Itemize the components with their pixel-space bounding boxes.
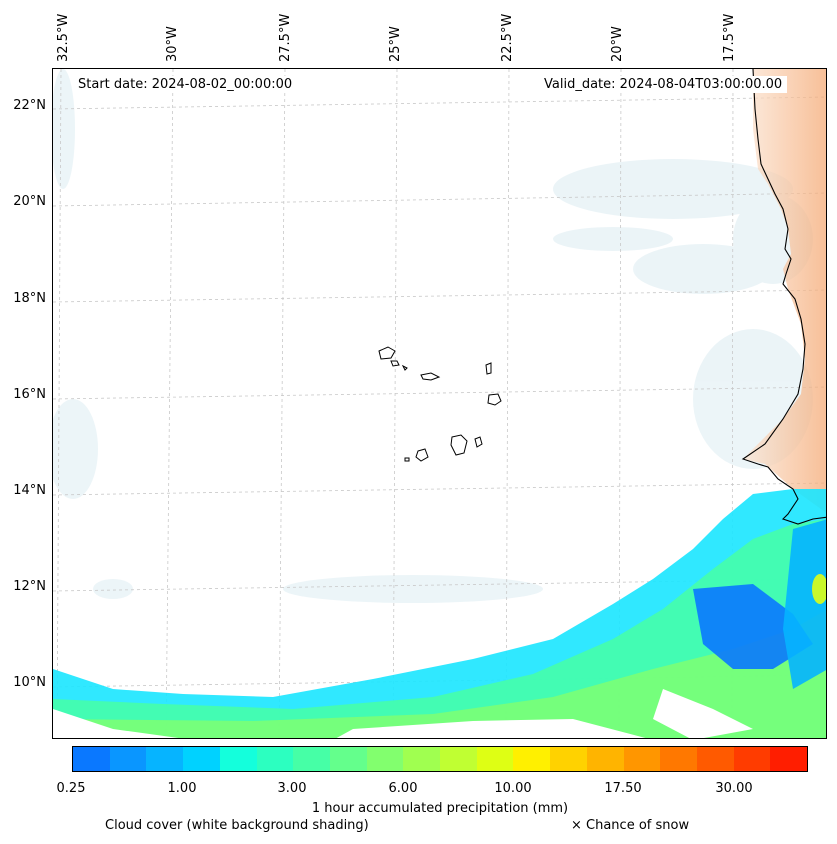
colorbar-tick-0-25: 0.25 bbox=[56, 781, 86, 796]
colorbar-swatch bbox=[440, 747, 477, 771]
colorbar-tick-30-00: 30.00 bbox=[715, 781, 753, 796]
lat-label-10n: 10°N bbox=[13, 675, 46, 690]
lon-label-20w: 20°W bbox=[610, 26, 625, 62]
colorbar-swatch bbox=[733, 747, 771, 771]
colorbar-swatch bbox=[293, 747, 330, 771]
colorbar-swatch bbox=[403, 747, 441, 771]
colorbar-swatch bbox=[146, 747, 184, 771]
colorbar-swatch bbox=[696, 747, 734, 771]
colorbar-tick-3-00: 3.00 bbox=[277, 781, 307, 796]
colorbar-tick-1-00: 1.00 bbox=[167, 781, 197, 796]
snow-legend: × Chance of snow bbox=[571, 818, 690, 833]
precipitation-field bbox=[53, 489, 826, 738]
colorbar-swatch bbox=[586, 747, 624, 771]
colorbar-tick-17-50: 17.50 bbox=[604, 781, 642, 796]
lat-label-22n: 22°N bbox=[13, 98, 46, 113]
colorbar-swatch bbox=[329, 747, 367, 771]
africa-land-shading bbox=[743, 69, 826, 513]
cloud-cover-shading bbox=[53, 69, 813, 603]
lat-label-14n: 14°N bbox=[13, 483, 46, 498]
africa-coastline bbox=[741, 69, 826, 525]
colorbar-title: 1 hour accumulated precipitation (mm) bbox=[311, 801, 569, 816]
colorbar-swatch bbox=[219, 747, 257, 771]
colorbar-swatch bbox=[73, 747, 110, 771]
map-panel bbox=[52, 68, 827, 739]
colorbar-swatch bbox=[623, 747, 661, 771]
colorbar-swatch bbox=[550, 747, 587, 771]
colorbar-swatch bbox=[256, 747, 294, 771]
colorbar-swatch bbox=[183, 747, 220, 771]
colorbar-swatch bbox=[109, 747, 147, 771]
valid-date-label: Valid_date: 2024-08-04T03:00:00.00 bbox=[539, 76, 788, 93]
colorbar-swatch bbox=[366, 747, 404, 771]
lat-label-16n: 16°N bbox=[13, 387, 46, 402]
lon-label-27-5w: 27.5°W bbox=[278, 13, 293, 62]
lon-label-25w: 25°W bbox=[388, 26, 403, 62]
lat-label-18n: 18°N bbox=[13, 291, 46, 306]
start-date-label: Start date: 2024-08-02_00:00:00 bbox=[73, 76, 298, 93]
lon-label-17-5w: 17.5°W bbox=[722, 13, 737, 62]
colorbar-swatch bbox=[660, 747, 697, 771]
colorbar-swatch bbox=[770, 747, 808, 771]
lat-label-20n: 20°N bbox=[13, 194, 46, 209]
colorbar-swatch bbox=[513, 747, 551, 771]
lon-label-22-5w: 22.5°W bbox=[500, 13, 515, 62]
map-canvas bbox=[53, 69, 826, 738]
lon-label-32-5w: 32.5°W bbox=[56, 13, 71, 62]
colorbar-tick-10-00: 10.00 bbox=[494, 781, 532, 796]
cloud-cover-legend: Cloud cover (white background shading) bbox=[105, 818, 369, 833]
lat-label-12n: 12°N bbox=[13, 579, 46, 594]
lon-label-30w: 30°W bbox=[165, 26, 180, 62]
cape-verde-islands bbox=[378, 346, 502, 462]
precipitation-colorbar bbox=[72, 746, 808, 772]
colorbar-tick-6-00: 6.00 bbox=[388, 781, 418, 796]
colorbar-swatch bbox=[476, 747, 514, 771]
